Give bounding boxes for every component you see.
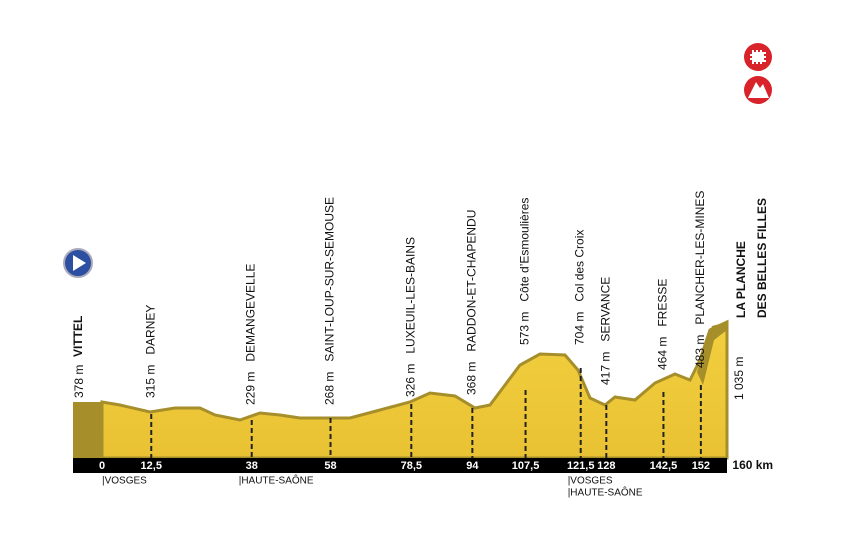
waypoint-label: 573 m Côte d’Esmoulières [518,198,532,345]
terrain [100,319,729,460]
waypoint-name: FRESSE [656,279,670,327]
km-label: 160 km [732,458,773,472]
region-label: |HAUTE-SAÔNE [239,473,314,486]
finish-block [697,322,727,385]
waypoint-name: DEMANGEVELLE [244,264,258,362]
waypoint-altitude: 229 m [244,372,258,405]
waypoint-label: 483 m PLANCHER-LES-MINES [693,191,707,368]
waypoint-label: 417 m SERVANCE [598,277,612,385]
waypoint-label: 315 m DARNEY [143,305,157,398]
region-label: |VOSGES [102,475,147,486]
km-label: 121,5 [567,460,595,472]
waypoint-name: LUXEUIL-LES-BAINS [403,237,417,354]
waypoint-altitude: 315 m [143,365,157,398]
km-label: 152 [692,460,710,472]
waypoint-altitude: 704 m [573,312,587,345]
km-label: 94 [466,460,479,472]
summit-mountain [748,82,769,98]
start-altitude: 378 m [72,365,86,398]
waypoint-name: PLANCHER-LES-MINES [693,191,707,325]
waypoint-altitude: 268 m [323,372,337,405]
km-label: 142,5 [650,460,678,472]
waypoint-label: 464 m FRESSE [656,279,670,370]
km-label: 78,5 [401,460,422,472]
waypoint-label: 268 m SAINT-LOUP-SUR-SEMOUSE [323,197,337,405]
waypoint-label: 368 m RADDON-ET-CHAPENDU [465,210,479,395]
waypoint-name: Côte d’Esmoulières [518,198,532,302]
km-label: 128 [597,460,615,472]
km-label: 0 [99,460,105,472]
finish-flag [748,48,768,66]
start-block [73,402,102,458]
waypoint-altitude: 483 m [693,335,707,368]
waypoint-altitude: 464 m [656,337,670,370]
waypoint-name: SERVANCE [598,277,612,342]
region-label: |HAUTE-SAÔNE [568,485,643,498]
waypoint-label: 326 m LUXEUIL-LES-BAINS [403,237,417,397]
km-label: 38 [246,460,258,472]
waypoint-altitude: 368 m [465,362,479,395]
region-label: |VOSGES [568,475,613,486]
waypoint-name: Col des Croix [573,230,587,302]
finish-name: LA PLANCHE [734,241,748,318]
finish-name: DES BELLES FILLES [755,198,769,318]
waypoint-name: SAINT-LOUP-SUR-SEMOUSE [323,197,337,362]
waypoint-name: RADDON-ET-CHAPENDU [465,210,479,352]
waypoint-altitude: 417 m [598,352,612,385]
waypoint-name: DARNEY [143,305,157,355]
start-name: VITTEL [71,316,85,357]
start-arrow [73,255,86,271]
km-label: 12,5 [141,460,162,472]
waypoint-altitude: 326 m [403,364,417,397]
km-label: 58 [324,460,336,472]
km-label: 107,5 [512,460,540,472]
waypoint-altitude: 573 m [518,312,532,345]
waypoint-label: 704 m Col des Croix [573,230,587,345]
km-axis-bar [73,458,727,473]
finish-altitude: 1 035 m [732,357,746,400]
waypoint-label: 229 m DEMANGEVELLE [244,264,258,405]
